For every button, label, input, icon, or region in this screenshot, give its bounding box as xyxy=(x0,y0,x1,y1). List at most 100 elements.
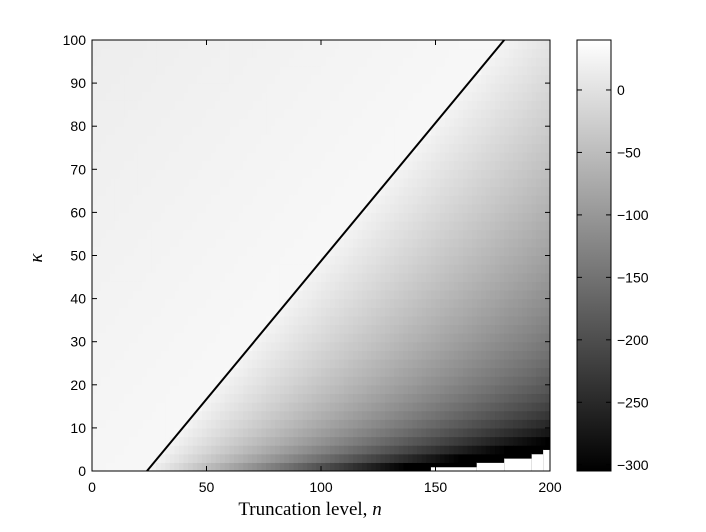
heatmap-cell xyxy=(504,169,510,179)
heatmap-cell xyxy=(513,427,519,438)
heatmap-cell xyxy=(270,152,276,162)
heatmap-cell xyxy=(490,40,496,50)
heatmap-cell xyxy=(256,246,263,257)
heatmap-cell xyxy=(462,229,469,239)
heatmap-cell xyxy=(96,445,102,455)
heatmap-cell xyxy=(362,315,368,326)
heatmap-cell xyxy=(495,341,501,351)
heatmap-cell xyxy=(151,333,157,343)
heatmap-cell xyxy=(334,410,340,420)
heatmap-cell xyxy=(531,307,537,317)
heatmap-cell xyxy=(133,333,139,343)
heatmap-cell xyxy=(485,384,492,395)
heatmap-cell xyxy=(137,117,143,127)
heatmap-cell xyxy=(160,152,166,162)
heatmap-cell xyxy=(156,402,162,412)
heatmap-cell xyxy=(261,143,267,153)
heatmap-cell xyxy=(453,57,459,67)
heatmap-cell xyxy=(137,376,143,386)
heatmap-cell xyxy=(458,281,464,291)
heatmap-cell xyxy=(302,341,308,351)
heatmap-cell xyxy=(440,376,446,386)
heatmap-cell xyxy=(275,445,281,455)
heatmap-cell xyxy=(343,350,350,360)
heatmap-cell xyxy=(440,453,446,463)
heatmap-cell xyxy=(179,298,185,308)
heatmap-cell xyxy=(316,143,322,153)
heatmap-cell xyxy=(128,169,134,179)
heatmap-cell xyxy=(421,212,427,222)
heatmap-cell xyxy=(343,152,350,162)
heatmap-cell xyxy=(261,264,267,274)
heatmap-cell xyxy=(472,367,478,377)
heatmap-cell xyxy=(215,160,221,170)
heatmap-cell xyxy=(444,315,450,326)
heatmap-cell xyxy=(105,186,111,196)
heatmap-cell xyxy=(174,186,180,196)
heatmap-cell xyxy=(114,195,121,205)
heatmap-cell xyxy=(462,108,469,119)
heatmap-cell xyxy=(389,65,395,76)
heatmap-cell xyxy=(403,91,409,101)
heatmap-cell xyxy=(513,410,519,420)
heatmap-cell xyxy=(481,48,487,58)
heatmap-cell xyxy=(371,126,377,136)
heatmap-cell xyxy=(527,229,533,239)
heatmap-cell xyxy=(279,91,285,101)
heatmap-cell xyxy=(527,436,533,446)
heatmap-cell xyxy=(179,48,185,58)
heatmap-cell xyxy=(215,419,221,429)
heatmap-cell xyxy=(385,143,391,153)
heatmap-cell xyxy=(412,169,418,179)
heatmap-cell xyxy=(256,134,263,145)
heatmap-cell xyxy=(353,238,359,248)
heatmap-cell xyxy=(169,126,176,136)
heatmap-cell xyxy=(536,315,542,326)
heatmap-cell xyxy=(380,91,386,101)
heatmap-cell xyxy=(536,203,542,213)
heatmap-cell xyxy=(252,272,258,282)
heatmap-cell xyxy=(165,324,171,334)
heatmap-cell xyxy=(261,307,267,317)
heatmap-cell xyxy=(215,358,221,369)
heatmap-cell xyxy=(311,246,318,257)
heatmap-cell xyxy=(105,152,111,162)
heatmap-cell xyxy=(101,143,107,153)
heatmap-cell xyxy=(357,462,363,471)
heatmap-cell xyxy=(243,212,249,222)
heatmap-cell xyxy=(412,221,418,231)
heatmap-cell xyxy=(343,264,350,274)
heatmap-cell xyxy=(330,57,336,67)
heatmap-cell xyxy=(435,384,441,395)
heatmap-cell xyxy=(421,315,427,326)
heatmap-cell xyxy=(275,384,281,395)
heatmap-cell xyxy=(256,203,263,213)
heatmap-cell xyxy=(536,100,542,110)
heatmap-cell xyxy=(128,427,134,438)
heatmap-cell xyxy=(499,195,505,205)
heatmap-cell xyxy=(485,83,492,93)
heatmap-cell xyxy=(243,246,249,257)
heatmap-cell xyxy=(504,195,510,205)
heatmap-cell xyxy=(508,427,514,438)
heatmap-cell xyxy=(403,462,409,471)
heatmap-cell xyxy=(156,91,162,101)
heatmap-cell xyxy=(101,410,107,420)
heatmap-cell xyxy=(160,462,166,471)
heatmap-cell xyxy=(307,393,313,403)
heatmap-cell xyxy=(458,83,464,93)
heatmap-cell xyxy=(211,341,217,351)
heatmap-cell xyxy=(375,108,382,119)
heatmap-cell xyxy=(531,108,537,119)
heatmap-cell xyxy=(531,203,537,213)
heatmap-cell xyxy=(284,57,290,67)
heatmap-cell xyxy=(275,100,281,110)
heatmap-cell xyxy=(137,419,143,429)
heatmap-cell xyxy=(110,393,116,403)
heatmap-cell xyxy=(490,410,496,420)
heatmap-cell xyxy=(412,160,418,170)
heatmap-cell xyxy=(137,333,143,343)
heatmap-cell xyxy=(252,143,258,153)
heatmap-cell xyxy=(165,152,171,162)
heatmap-cell xyxy=(211,91,217,101)
